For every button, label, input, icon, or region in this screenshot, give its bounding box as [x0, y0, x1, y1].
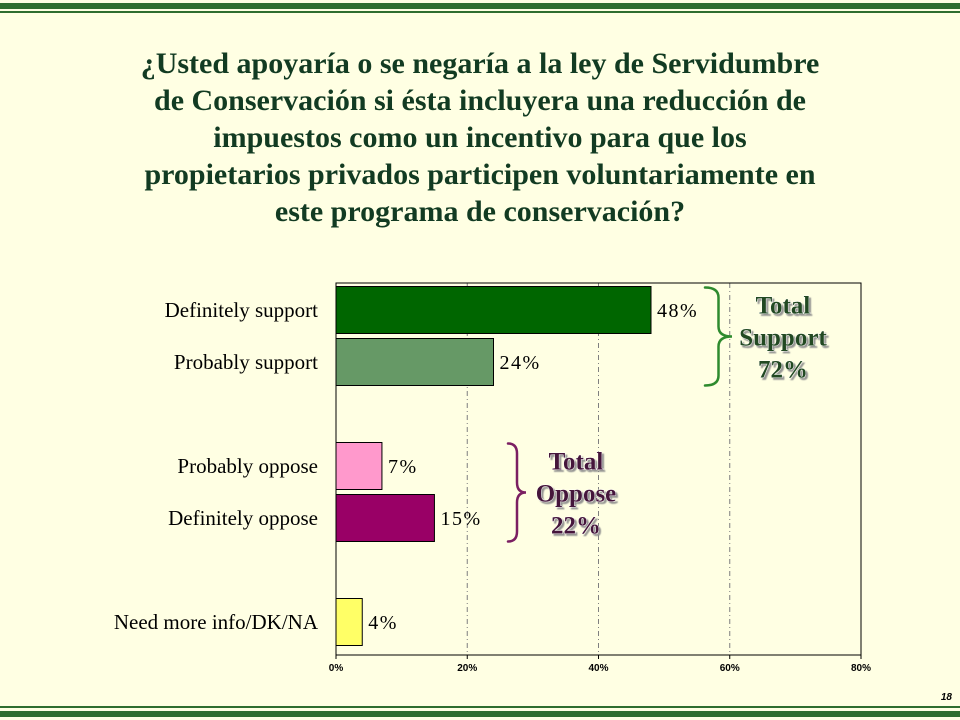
data-label: 15% — [440, 508, 481, 530]
annotations: Total Support 72% Total Oppose 22% — [506, 286, 828, 543]
annotation-total-support-text: Total — [756, 293, 811, 320]
bars — [335, 286, 652, 646]
category-label: Probably support — [174, 350, 318, 374]
page-number: 18 — [940, 692, 952, 703]
category-label: Definitely support — [165, 298, 319, 322]
category-label: Need more info/DK/NA — [114, 610, 319, 634]
bar-need-more-info-dk-na — [335, 598, 363, 646]
bar-probably-support — [335, 338, 494, 386]
category-label: Definitely oppose — [168, 506, 318, 530]
annotation-total-support-bracket — [703, 286, 733, 387]
top-border-thin — [0, 11, 960, 13]
x-tick-label: 0% — [329, 663, 344, 674]
x-tick-label: 60% — [720, 663, 740, 674]
x-tick-label: 80% — [851, 663, 871, 674]
x-tick-label: 20% — [457, 663, 477, 674]
annotation-total-oppose: Total Oppose 22% — [506, 442, 617, 543]
annotation-total-oppose-bracket — [506, 442, 527, 543]
x-tick-label: 40% — [588, 663, 608, 674]
data-labels: 48% 24% 7% 15% 4% — [368, 300, 698, 634]
data-label: 48% — [657, 300, 698, 322]
bar-definitely-support — [335, 286, 652, 334]
data-label: 24% — [500, 352, 541, 374]
slide-title: ¿Usted apoyaría o se negaría a la ley de… — [140, 47, 820, 228]
bottom-border-thick — [0, 711, 960, 717]
bottom-border-thin — [0, 706, 960, 708]
data-label: 4% — [368, 612, 398, 634]
bar-probably-oppose — [335, 442, 383, 490]
annotation-total-support: Total Support 72% — [703, 286, 828, 387]
category-labels: Definitely support Probably support Probab… — [114, 298, 319, 634]
x-axis: 0% 20% 40% 60% 80% — [329, 655, 871, 674]
annotation-total-support-text: 72% — [758, 357, 808, 384]
annotation-total-oppose-text: 22% — [551, 513, 601, 540]
annotation-total-oppose-text: Oppose — [536, 481, 617, 508]
bar-definitely-oppose — [335, 494, 435, 542]
top-border-thick — [0, 3, 960, 9]
category-label: Probably oppose — [177, 454, 318, 478]
annotation-total-support-text: Support — [739, 325, 827, 352]
data-label: 7% — [388, 456, 418, 478]
annotation-total-oppose-text: Total — [549, 449, 604, 476]
